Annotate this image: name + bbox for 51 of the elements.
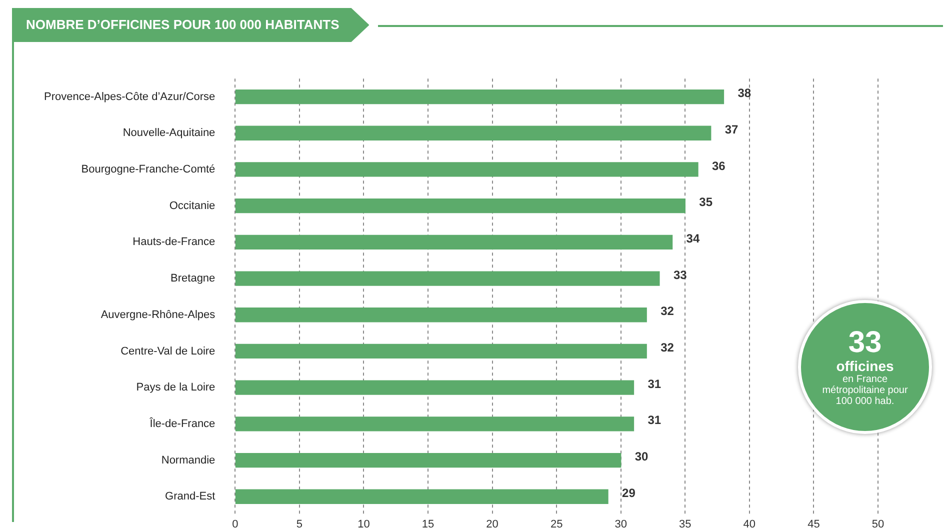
annotation: officines: [835, 358, 895, 374]
y-tick-label: Grand-Est: [165, 490, 216, 503]
annotation: en France métropolitaine pour 100 000 hab.: [821, 374, 909, 406]
x-tick-label: 45: [808, 518, 820, 530]
bar: [235, 308, 647, 322]
data-label: 36: [712, 158, 726, 173]
x-tick-label: 5: [296, 518, 303, 530]
bar: [235, 126, 712, 140]
y-tick-label: Bretagne: [170, 272, 216, 285]
x-tick-label: 35: [679, 518, 692, 530]
data-label: 34: [686, 231, 700, 246]
y-tick-label: Centre-Val de Loire: [120, 345, 216, 358]
bar: [235, 89, 724, 104]
x-tick-label: 25: [550, 518, 563, 530]
y-tick-label: Normandie: [161, 454, 216, 466]
data-label: 37: [724, 122, 739, 136]
data-label: 32: [660, 340, 674, 355]
x-tick-label: 40: [743, 518, 756, 530]
data-label: 38: [738, 86, 752, 100]
data-label: 31: [648, 376, 662, 391]
bar: [235, 198, 686, 214]
data-label: 31: [648, 413, 662, 428]
data-label: 33: [673, 268, 688, 282]
y-tick-label: Pays de la Loire: [136, 382, 216, 394]
bar: [235, 162, 698, 177]
y-tick-label: Occitanie: [169, 200, 216, 212]
x-tick-label: 0: [232, 518, 238, 530]
data-label: 29: [622, 486, 636, 500]
bar: [235, 452, 622, 468]
y-tick-label: Auvergne-Rhône-Alpes: [100, 308, 216, 321]
chart-title: NOMBRE D’OFFICINES POUR 100 000 HABITANTS: [12, 8, 370, 42]
x-tick-label: 50: [872, 518, 884, 530]
y-tick-label: Nouvelle-Aquitaine: [122, 127, 216, 140]
data-label: 35: [699, 195, 713, 210]
annotation: 33: [847, 326, 883, 358]
x-tick-label: 20: [486, 518, 498, 530]
bar: [235, 489, 608, 504]
bar: [235, 380, 634, 395]
x-tick-label: 10: [358, 518, 370, 530]
y-tick-label: Île-de-France: [148, 416, 216, 430]
x-tick-label: 30: [614, 518, 627, 530]
bar: [235, 344, 647, 359]
y-tick-label: Provence-Alpes-Côte d’Azur/Corse: [44, 90, 216, 103]
data-label: 32: [660, 304, 674, 318]
bar: [235, 234, 673, 250]
y-tick-label: Hauts-de-France: [132, 236, 216, 248]
data-label: 30: [634, 450, 649, 464]
y-tick-label: Bourgogne-Franche-Comté: [81, 164, 216, 176]
x-tick-label: 15: [422, 518, 434, 530]
bar: [235, 271, 660, 286]
bar: [235, 416, 634, 432]
